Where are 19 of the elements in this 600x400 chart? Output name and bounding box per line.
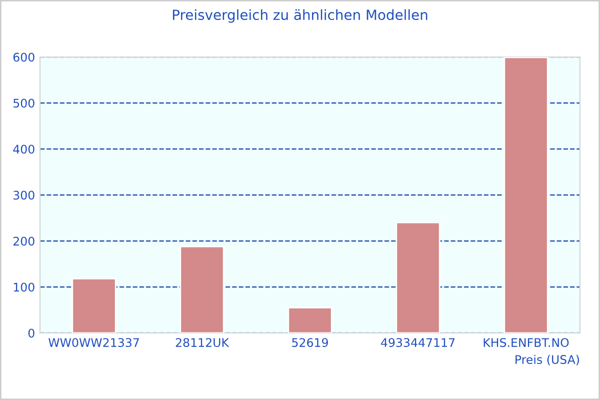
x-tick-label: KHS.ENFBT.NO — [484, 338, 569, 347]
x-tick-label: 52619 — [292, 338, 328, 347]
y-tick-label: 500 — [14, 98, 34, 108]
x-tick-label: 4933447117 — [381, 338, 455, 347]
y-tick-label: 0 — [28, 328, 34, 338]
y-tick-label: 100 — [14, 282, 34, 292]
x-axis-title: Preis (USA) — [516, 354, 579, 366]
bar — [72, 278, 116, 333]
bar — [288, 307, 332, 333]
y-tick-label: 400 — [13, 144, 34, 154]
y-tick-label: 200 — [13, 236, 34, 246]
bar — [504, 57, 548, 333]
bar — [180, 246, 224, 333]
bar — [396, 222, 440, 333]
y-tick-label: 300 — [14, 190, 34, 200]
y-tick-label: 600 — [13, 52, 34, 62]
chart-title: Preisvergleich zu ähnlichen Modellen — [172, 9, 428, 23]
x-tick-label: 28112UK — [176, 338, 230, 347]
x-tick-label: WW0WW21337 — [48, 338, 139, 347]
